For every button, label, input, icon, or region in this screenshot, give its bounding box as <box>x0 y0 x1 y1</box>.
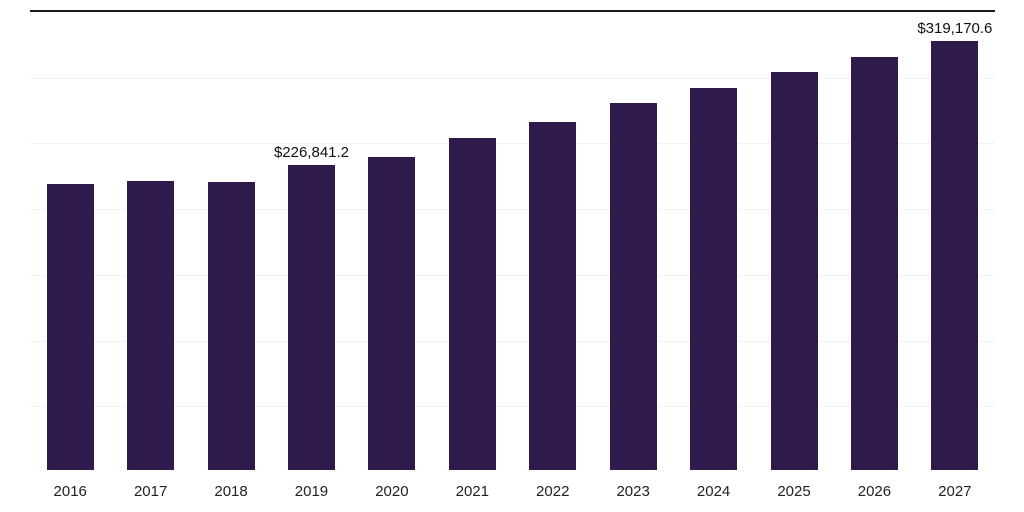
bar <box>127 181 175 470</box>
bar <box>609 103 657 470</box>
bar-group <box>191 12 271 470</box>
x-axis-label: 2017 <box>133 483 168 500</box>
gridline <box>30 340 995 342</box>
bar-group <box>30 12 110 470</box>
bar <box>46 184 94 470</box>
x-axis-label: 2024 <box>696 483 731 500</box>
bar <box>770 72 818 470</box>
bar <box>931 41 979 470</box>
bar <box>690 88 738 470</box>
x-axis: 2016 2017 2018 2019 2020 2021 2022 2023 2024 2025… <box>30 484 995 499</box>
bar <box>207 182 255 470</box>
bar-group <box>352 12 432 470</box>
bar-group: $319,170.6 <box>915 12 995 470</box>
x-axis-label: 2025 <box>777 483 811 500</box>
bar-group <box>110 12 190 470</box>
x-axis-label: 2021 <box>455 483 489 500</box>
bar <box>529 122 577 470</box>
gridline <box>30 406 995 408</box>
x-axis-label: 2023 <box>616 483 650 500</box>
bar-group <box>593 12 673 470</box>
gridline <box>30 274 995 276</box>
bar <box>368 157 416 470</box>
x-axis-label: 2016 <box>53 483 87 500</box>
gridline <box>30 209 995 211</box>
x-axis-label: 2018 <box>214 483 248 500</box>
bars-row: $226,841.2 $319,170.6 <box>30 12 995 470</box>
bar-group <box>432 12 512 470</box>
bar <box>448 138 496 470</box>
bar-group <box>673 12 753 470</box>
bar-value-label: $319,170.6 <box>917 20 993 37</box>
bar <box>850 57 898 470</box>
x-axis-label: 2026 <box>857 483 892 500</box>
bar-group <box>513 12 593 470</box>
bar-value-label: $226,841.2 <box>273 144 350 161</box>
gridline <box>30 143 995 145</box>
x-axis-label: 2027 <box>938 483 972 500</box>
bar-group <box>834 12 914 470</box>
bar <box>287 165 335 470</box>
plot-area: $226,841.2 $319,170.6 <box>30 10 995 470</box>
bar-group <box>754 12 834 470</box>
x-axis-label: 2022 <box>536 483 570 500</box>
x-axis-label: 2020 <box>375 483 409 500</box>
gridline <box>30 77 995 79</box>
bar-group: $226,841.2 <box>271 12 351 470</box>
x-axis-label: 2019 <box>294 483 329 500</box>
